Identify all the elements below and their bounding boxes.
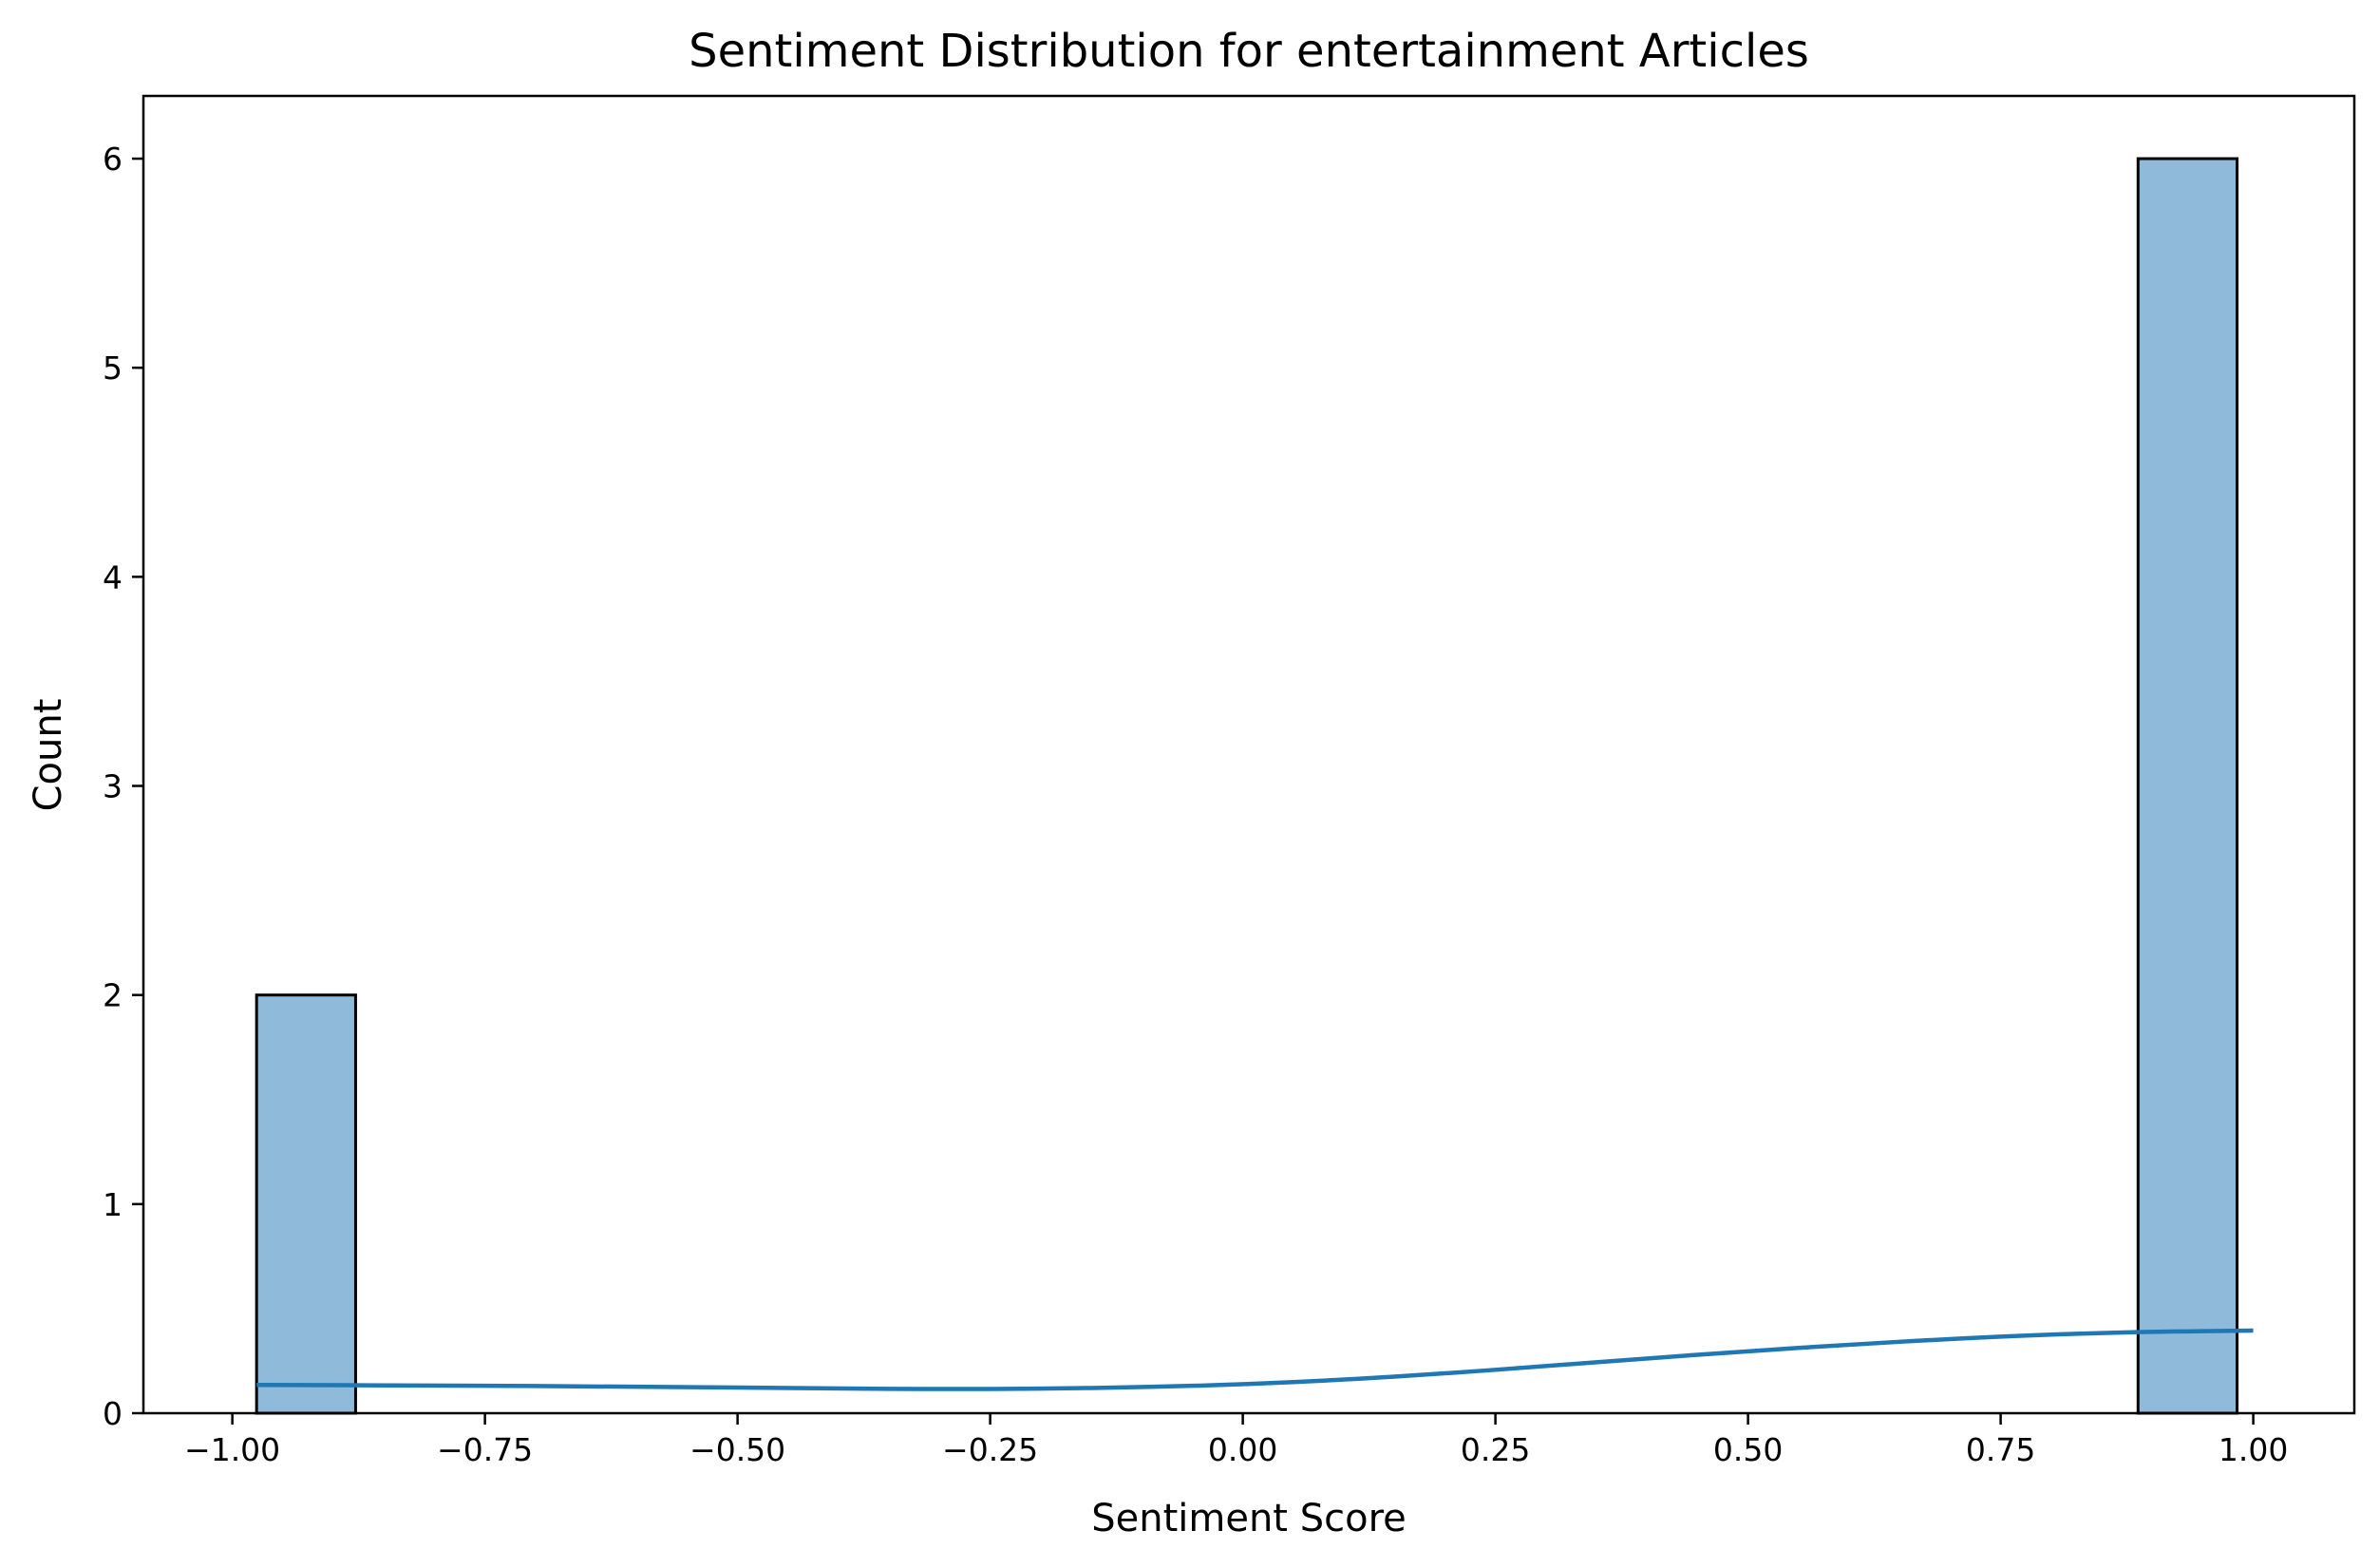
- y-tick-label: 3: [103, 768, 123, 805]
- y-axis-label: Count: [27, 699, 70, 812]
- x-tick-label: 0.75: [1966, 1431, 2035, 1468]
- y-axis-ticks: 0 1 2 3 4 5 6: [103, 141, 143, 1432]
- plot-frame: [142, 94, 2356, 1415]
- y-tick-label: 5: [103, 349, 123, 387]
- histogram-bar: [2136, 157, 2239, 1415]
- histogram-bar: [255, 993, 357, 1415]
- x-tick-label: −0.25: [942, 1431, 1038, 1468]
- y-tick-label: 6: [103, 141, 123, 178]
- x-tick-label: −0.75: [437, 1431, 533, 1468]
- chart-title: Sentiment Distribution for entertainment…: [689, 25, 1809, 78]
- x-tick-label: 0.50: [1713, 1431, 1783, 1468]
- x-tick-label: −1.00: [184, 1431, 280, 1468]
- y-tick-label: 0: [103, 1395, 123, 1432]
- y-tick-label: 2: [103, 977, 123, 1014]
- x-tick-label: −0.50: [689, 1431, 785, 1468]
- histogram-bars: [255, 157, 2239, 1415]
- x-tick-label: 0.00: [1208, 1431, 1277, 1468]
- x-axis-label: Sentiment Score: [1091, 1497, 1407, 1540]
- y-tick-label: 4: [103, 558, 123, 595]
- x-tick-label: 0.25: [1461, 1431, 1530, 1468]
- kde-curve: [256, 1328, 2254, 1391]
- x-tick-label: 1.00: [2219, 1431, 2288, 1468]
- y-tick-label: 1: [103, 1186, 123, 1223]
- x-axis-ticks: −1.00 −0.75 −0.50 −0.25 0.00 0.25 0.50 0.75 1.00: [184, 1413, 2288, 1468]
